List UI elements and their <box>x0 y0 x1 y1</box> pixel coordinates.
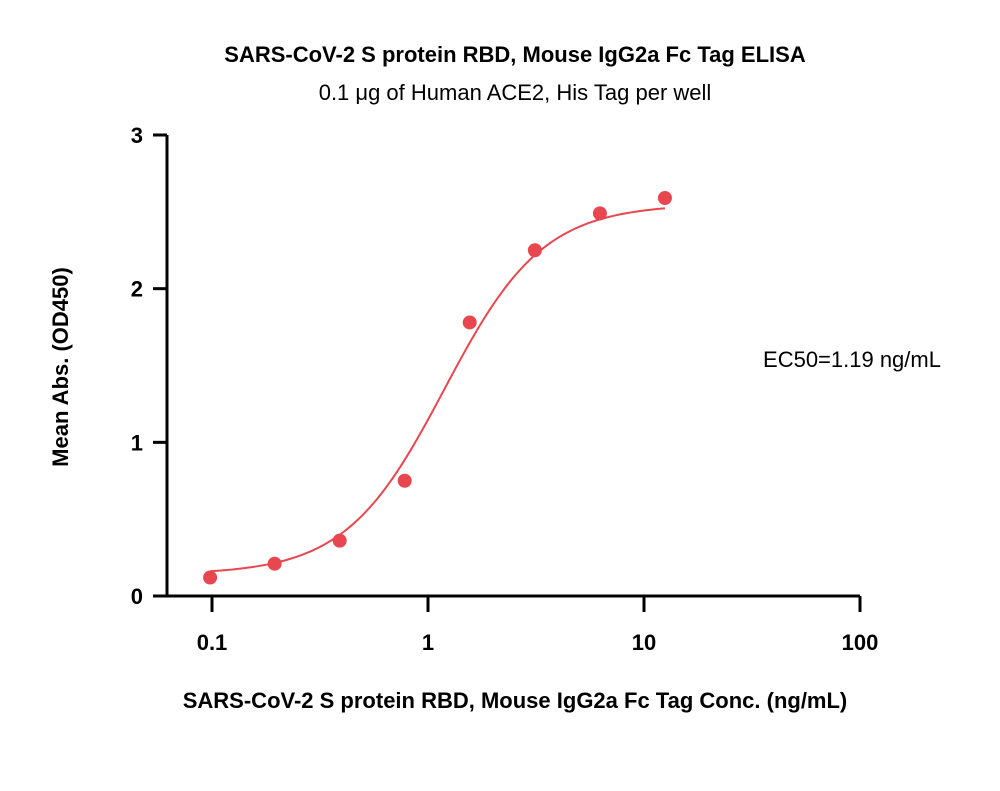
x-tick-label: 1 <box>422 630 434 655</box>
x-tick-label: 10 <box>632 630 656 655</box>
data-point <box>332 533 347 548</box>
data-point <box>267 556 282 571</box>
x-tick-label: 100 <box>842 630 879 655</box>
y-tick-label: 2 <box>131 277 143 302</box>
data-point <box>657 191 672 206</box>
chart-title: SARS-CoV-2 S protein RBD, Mouse IgG2a Fc… <box>224 42 806 67</box>
y-axis-label: Mean Abs. (OD450) <box>48 267 73 467</box>
data-point <box>592 206 607 221</box>
data-point <box>527 243 542 258</box>
data-point <box>462 315 477 330</box>
data-point <box>203 570 218 585</box>
x-axis: 0.1 1 10 100 <box>167 594 879 655</box>
y-axis: 0 1 2 3 <box>131 123 169 609</box>
ec50-annotation: EC50=1.19 ng/mL <box>763 347 941 372</box>
y-tick-label: 3 <box>131 123 143 148</box>
fit-curve <box>210 207 666 573</box>
data-point <box>397 473 412 488</box>
x-tick-label: 0.1 <box>197 630 228 655</box>
chart-subtitle: 0.1 μg of Human ACE2, His Tag per well <box>319 80 712 105</box>
data-points <box>203 191 672 585</box>
fit-curve-layer <box>210 207 666 573</box>
y-tick-label: 0 <box>131 584 143 609</box>
y-tick-label: 1 <box>131 430 143 455</box>
x-axis-label: SARS-CoV-2 S protein RBD, Mouse IgG2a Fc… <box>183 688 848 713</box>
